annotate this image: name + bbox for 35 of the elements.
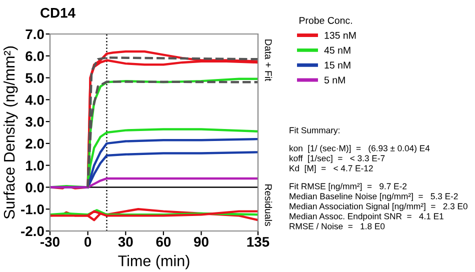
y-tick-label: 0.0 [26, 182, 44, 192]
text: Residuals [264, 184, 272, 226]
legend-label: 45 nM [324, 46, 350, 54]
y-tick-label: -2.0 [21, 226, 44, 236]
x-axis-title: Time (min) [118, 255, 190, 270]
text: kon [1/ (sec·M)] = (6.93 ± 0.04) E4 [290, 144, 430, 154]
text: RMSE / Noise = 1.8 E0 [290, 222, 385, 230]
y-tick-label: 3.0 [25, 116, 44, 127]
x-tick-label: 60 [156, 236, 171, 247]
y-axis-title: Surface Density (ng/mm²) [3, 46, 18, 219]
text: koff [1/sec] = < 3.3 E-7 [290, 154, 385, 164]
text: Data + Fit [264, 40, 272, 82]
y-tick-label: 4.0 [25, 95, 44, 105]
text: Kd [M] = < 4.7 E-12 [290, 164, 373, 174]
x-tick-label: 30 [118, 236, 133, 247]
text: Fit RMSE [ng/mm²] = 9.7 E-2 [290, 182, 407, 192]
legend-label: 15 nM [324, 62, 350, 69]
text: Fit Summary: [290, 126, 340, 136]
x-tick-label: -30 [40, 236, 60, 247]
y-tick-label: 2.0 [26, 138, 44, 149]
y-tick-label: -1.0 [21, 204, 44, 214]
x-tick-label: 135 [247, 236, 270, 247]
x-tick-label: 0 [84, 236, 92, 247]
text: Median Association Signal [ng/mm²] = 2.3 E0 [290, 202, 468, 212]
text: Median Baseline Noise [ng/mm²] = 5.3 E-2 [290, 192, 458, 202]
y-tick-label: 6.0 [26, 51, 44, 62]
y-tick-label: 5.0 [26, 73, 44, 83]
x-tick-label: 90 [194, 236, 208, 247]
legend-title: Probe Conc. [300, 16, 352, 24]
text: Median Assoc. Endpoint SNR = 4.1 E1 [290, 212, 444, 222]
y-tick-label: 7.0 [26, 29, 44, 40]
legend-label: 5 nM [324, 76, 345, 84]
chart-title: CD14 [40, 8, 76, 18]
y-tick-label: 1.0 [26, 160, 44, 171]
legend-label: 135 nM [324, 32, 356, 39]
